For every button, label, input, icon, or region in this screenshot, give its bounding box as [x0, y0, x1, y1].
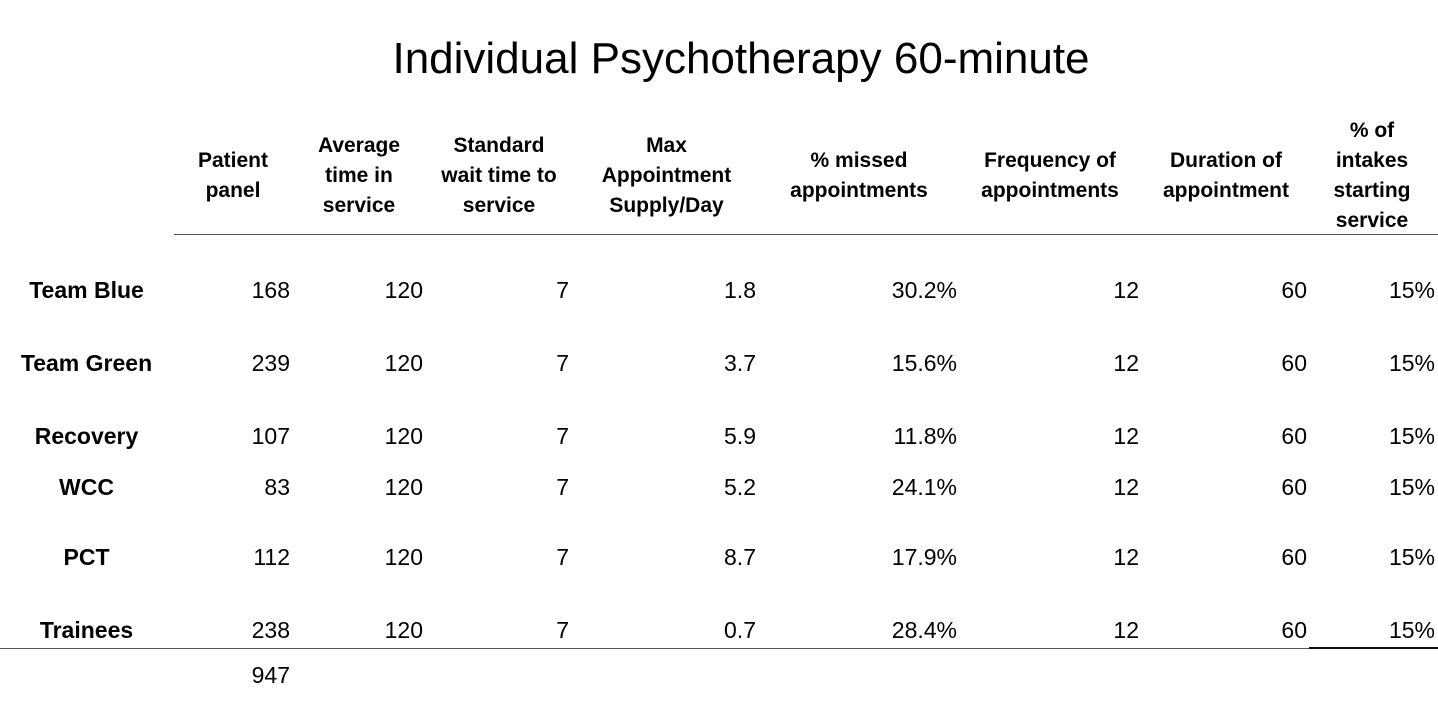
cell-frequency: 12	[1113, 474, 1139, 500]
header-max-appointment: Max Appointment Supply/Day	[601, 134, 732, 217]
cell-standard-wait: 7	[556, 617, 569, 643]
header-average-time: Average time in service	[317, 134, 401, 217]
cell-average-time: 120	[384, 423, 423, 449]
cell-intakes-starting: 15%	[1388, 277, 1435, 303]
cell-max-appointment: 0.7	[724, 617, 756, 643]
cell-frequency: 12	[1113, 544, 1139, 570]
cell-intakes-starting: 15%	[1388, 544, 1435, 570]
cell-standard-wait: 7	[556, 474, 569, 500]
header-patient-panel: Patient panel	[197, 149, 268, 202]
row-label: Team Green	[20, 350, 153, 376]
cell-frequency: 12	[1113, 423, 1139, 449]
cell-intakes-starting: 15%	[1388, 350, 1435, 376]
table-row: Team Green 239 120 7 3.7 15.6% 12 60 15%	[0, 350, 1438, 380]
cell-standard-wait: 7	[556, 423, 569, 449]
bottom-rule-last-column	[1309, 647, 1438, 649]
row-label: Trainees	[39, 617, 134, 643]
cell-missed-appointments: 30.2%	[891, 277, 957, 303]
cell-patient-panel: 239	[251, 350, 290, 376]
page-title: Individual Psychotherapy 60-minute	[392, 34, 1090, 83]
cell-average-time: 120	[384, 277, 423, 303]
header-duration: Duration of appointment	[1163, 149, 1289, 202]
table-row: Trainees 238 120 7 0.7 28.4% 12 60 15%	[0, 617, 1438, 647]
cell-missed-appointments: 17.9%	[891, 544, 957, 570]
header-frequency: Frequency of appointments	[981, 149, 1119, 202]
table-row: Team Blue 168 120 7 1.8 30.2% 12 60 15%	[0, 277, 1438, 307]
cell-duration: 60	[1281, 423, 1307, 449]
row-label: Team Blue	[29, 277, 144, 303]
cell-patient-panel: 238	[251, 617, 290, 643]
cell-average-time: 120	[384, 474, 423, 500]
cell-missed-appointments: 11.8%	[893, 423, 957, 449]
table-row: Recovery 107 120 7 5.9 11.8% 12 60 15%	[0, 423, 1438, 453]
header-missed-appointments: % missed appointments	[790, 149, 928, 202]
cell-duration: 60	[1281, 350, 1307, 376]
cell-intakes-starting: 15%	[1388, 423, 1435, 449]
cell-missed-appointments: 15.6%	[891, 350, 957, 376]
row-label: WCC	[59, 474, 114, 500]
cell-duration: 60	[1281, 277, 1307, 303]
row-label: PCT	[63, 544, 110, 570]
header-rule	[174, 234, 1438, 235]
header-standard-wait: Standard wait time to service	[441, 134, 557, 217]
bottom-rule	[0, 648, 1309, 649]
cell-patient-panel: 83	[264, 474, 290, 500]
patient-panel-total: 947	[251, 662, 290, 688]
cell-standard-wait: 7	[556, 350, 569, 376]
cell-standard-wait: 7	[556, 544, 569, 570]
cell-frequency: 12	[1113, 617, 1139, 643]
cell-average-time: 120	[384, 350, 423, 376]
cell-intakes-starting: 15%	[1388, 474, 1435, 500]
cell-average-time: 120	[384, 617, 423, 643]
cell-missed-appointments: 24.1%	[891, 474, 957, 500]
cell-duration: 60	[1281, 474, 1307, 500]
cell-duration: 60	[1281, 617, 1307, 643]
cell-patient-panel: 168	[251, 277, 290, 303]
cell-max-appointment: 1.8	[724, 277, 756, 303]
cell-duration: 60	[1281, 544, 1307, 570]
cell-frequency: 12	[1113, 277, 1139, 303]
cell-average-time: 120	[384, 544, 423, 570]
cell-patient-panel: 107	[251, 423, 290, 449]
table-row: WCC 83 120 7 5.2 24.1% 12 60 15%	[0, 474, 1438, 504]
header-intakes-starting: % of intakes starting service	[1333, 119, 1411, 232]
cell-max-appointment: 5.9	[724, 423, 756, 449]
cell-patient-panel: 112	[253, 544, 290, 570]
cell-max-appointment: 8.7	[724, 544, 756, 570]
table-row: PCT 112 120 7 8.7 17.9% 12 60 15%	[0, 544, 1438, 574]
cell-standard-wait: 7	[556, 277, 569, 303]
cell-intakes-starting: 15%	[1388, 617, 1435, 643]
cell-max-appointment: 3.7	[724, 350, 756, 376]
row-label: Recovery	[34, 423, 139, 449]
cell-max-appointment: 5.2	[724, 474, 756, 500]
cell-frequency: 12	[1113, 350, 1139, 376]
cell-missed-appointments: 28.4%	[891, 617, 957, 643]
